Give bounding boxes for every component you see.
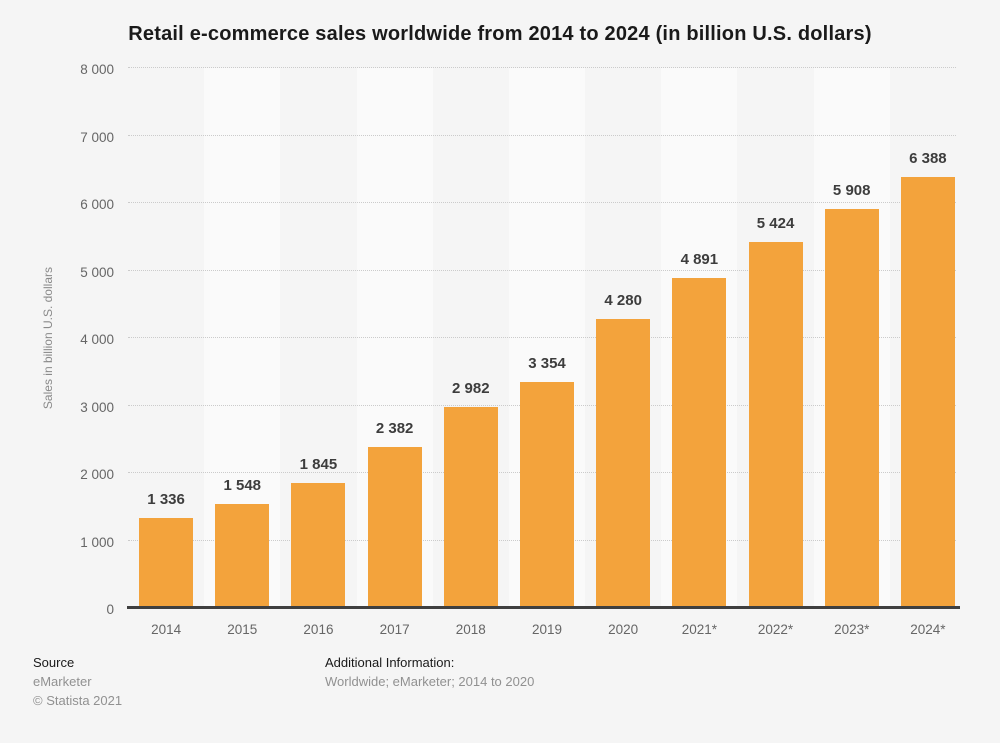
column-stripe: 4 891 2021* [661, 68, 738, 637]
copyright-notice: © Statista 2021 [33, 693, 123, 708]
bar-2022* [748, 241, 803, 608]
additional-info-block: Additional Information: Worldwide; eMark… [325, 653, 534, 691]
column-stripe: 2 382 2017 [356, 68, 433, 637]
x-tick-label: 2016 [303, 622, 334, 637]
x-tick-label: 2024* [910, 622, 946, 637]
x-tick-label: 2017 [379, 622, 410, 637]
bar-value-label: 1 845 [299, 456, 338, 474]
column-stripe: 1 845 2016 [280, 68, 356, 637]
bar-2019 [519, 381, 574, 608]
x-tick-label: 2019 [531, 622, 563, 637]
bar-value-label: 3 354 [528, 354, 566, 372]
x-tick-label: 2021* [681, 622, 717, 637]
bar-value-label: 5 424 [756, 214, 795, 232]
y-tick-label: 5 000 [80, 264, 114, 280]
x-tick-label: 2022* [757, 622, 794, 637]
gridline [128, 134, 956, 136]
column-stripe: 4 280 2020 [585, 68, 661, 637]
x-axis-line [127, 606, 960, 609]
bar-2017 [367, 447, 422, 608]
y-tick-label: 7 000 [80, 129, 114, 145]
bar-value-label: 5 908 [832, 182, 871, 200]
bar-2023* [824, 209, 879, 608]
x-tick-label: 2023* [834, 622, 870, 637]
plot-area: 0 1 000 2 000 3 000 4 000 5 000 6 000 7 000 8 00… [80, 62, 966, 637]
additional-info-value: Worldwide; eMarketer; 2014 to 2020 [325, 674, 535, 689]
column-stripe: 6 388 2024* [890, 68, 966, 637]
bar-2018 [443, 406, 498, 608]
bar-2020 [596, 319, 651, 608]
bar-value-label: 2 382 [375, 420, 414, 438]
bar-2016 [291, 483, 346, 608]
x-tick-label: 2015 [227, 622, 258, 637]
x-tick-label: 2020 [608, 622, 639, 637]
y-tick-label: 3 000 [80, 399, 114, 415]
column-stripe: 5 424 2022* [737, 68, 813, 637]
column-stripe: 3 354 2019 [508, 68, 586, 637]
y-tick-label: 2 000 [80, 467, 114, 482]
bar-value-label: 6 388 [909, 149, 947, 167]
gridline [128, 67, 956, 68]
gridline [128, 202, 956, 203]
source-value: eMarketer [33, 674, 92, 689]
column-stripe: 5 908 2023* [813, 68, 890, 637]
y-tick-label: 6 000 [80, 197, 114, 212]
source-label: Source [33, 655, 75, 670]
bar-value-label: 4 280 [604, 292, 642, 310]
bar-value-label: 1 548 [223, 476, 262, 494]
additional-info-label: Additional Information: [325, 655, 455, 670]
column-stripe: 2 982 2018 [433, 68, 509, 637]
y-tick-label: 4 000 [80, 332, 114, 347]
y-tick-label: 1 000 [80, 534, 114, 550]
y-tick-label: 0 [106, 602, 114, 617]
source-block: Source eMarketer © Statista 2021 [33, 653, 122, 710]
y-axis-title: Sales in billion U.S. dollars [41, 266, 55, 410]
gridline [128, 337, 956, 338]
bar-2014 [139, 517, 194, 608]
x-tick-label: 2014 [151, 622, 182, 637]
y-axis-title-container: Sales in billion U.S. dollars [38, 68, 58, 608]
bar-value-label: 2 982 [452, 379, 490, 397]
bar-2015 [215, 503, 270, 608]
x-tick-label: 2018 [455, 622, 486, 637]
gridline [128, 269, 956, 271]
bar-value-label: 1 336 [147, 490, 185, 508]
bar-value-label: 4 891 [680, 250, 719, 268]
column-stripe: 1 336 2014 [128, 68, 204, 637]
bar-2021* [672, 277, 727, 608]
bar-2024* [900, 176, 955, 608]
chart-title: Retail e-commerce sales worldwide from 2… [128, 23, 872, 45]
column-stripe: 1 548 2015 [204, 68, 281, 637]
y-tick-label: 8 000 [80, 62, 114, 77]
